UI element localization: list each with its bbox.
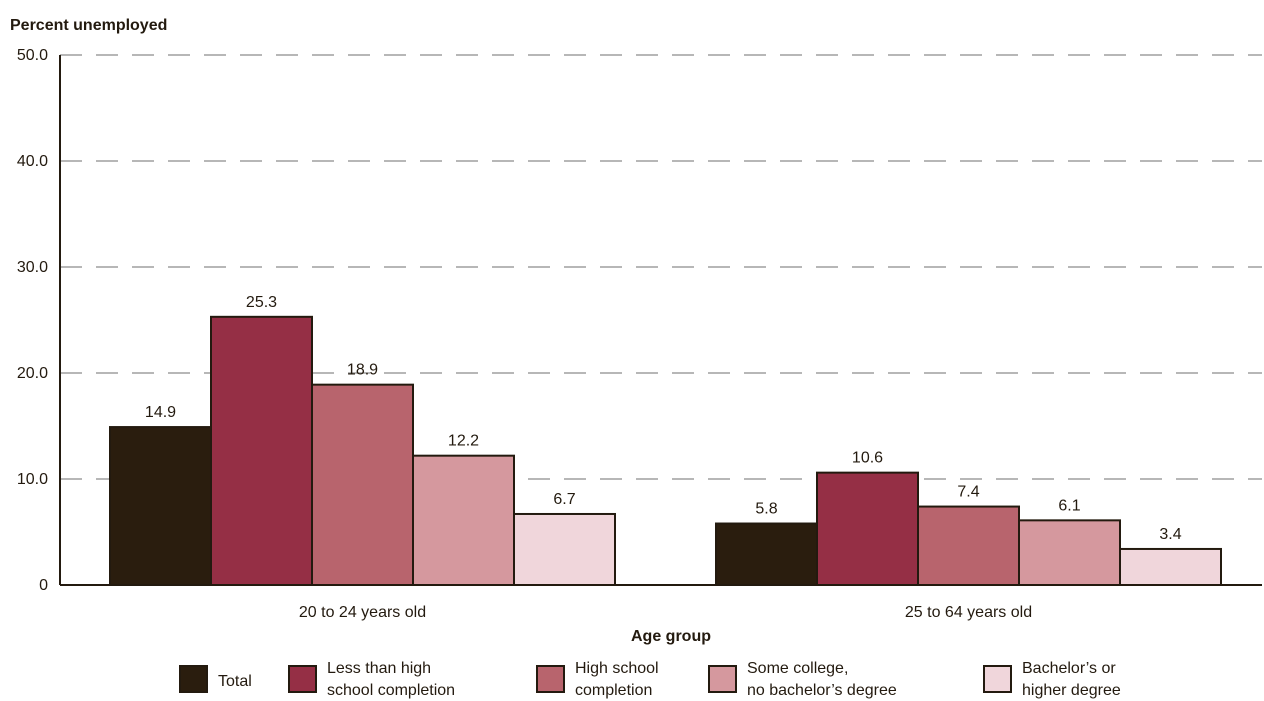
legend-label: higher degree: [1022, 682, 1121, 699]
bar: [816, 471, 919, 587]
data-label: 6.7: [553, 491, 575, 508]
data-label: 14.9: [145, 404, 176, 421]
x-axis-title: Age group: [631, 628, 711, 645]
legend-swatch: [179, 665, 208, 693]
y-tick-labels: 0 10.0 20.0 30.0 40.0 50.0: [17, 47, 48, 594]
data-label: 7.4: [957, 484, 979, 501]
bar: [109, 426, 212, 586]
bar: [513, 512, 616, 586]
legend-label: Some college,: [747, 660, 848, 677]
category-labels: 20 to 24 years old 25 to 64 years old: [299, 604, 1032, 621]
y-tick-label: 40.0: [17, 153, 48, 170]
category-label: 20 to 24 years old: [299, 604, 426, 621]
legend-label: school completion: [327, 682, 455, 699]
bar: [412, 454, 515, 586]
data-label: 3.4: [1159, 526, 1181, 543]
legend-label: no bachelor’s degree: [747, 682, 897, 699]
category-label: 25 to 64 years old: [905, 604, 1032, 621]
data-label: 25.3: [246, 294, 277, 311]
data-label: 18.9: [347, 362, 378, 379]
bar: [1018, 519, 1121, 587]
bar: [917, 505, 1020, 586]
data-label: 5.8: [755, 501, 777, 518]
data-label: 12.2: [448, 433, 479, 450]
data-label: 10.6: [852, 450, 883, 467]
legend-label: Less than high: [327, 660, 431, 677]
y-axis-title: Percent unemployed: [10, 17, 167, 34]
y-tick-label: 30.0: [17, 259, 48, 276]
bar: [715, 522, 818, 587]
legend-label: completion: [575, 682, 652, 699]
legend-swatch: [983, 665, 1012, 693]
data-label: 6.1: [1058, 497, 1080, 514]
y-tick-label: 50.0: [17, 47, 48, 64]
y-tick-label: 0: [39, 577, 48, 594]
y-tick-label: 20.0: [17, 365, 48, 382]
legend: Total Less than high school completion High…: [179, 660, 1121, 699]
legend-label: High school: [575, 660, 659, 677]
bars: 14.9 25.3 18.9 12.2 6.7 5.8 10.6 7.4 6.1 3.4: [109, 294, 1222, 587]
bar: [311, 383, 414, 586]
legend-label: Bachelor’s or: [1022, 660, 1116, 677]
legend-swatch: [708, 665, 737, 693]
bar: [210, 315, 313, 586]
y-tick-label: 10.0: [17, 471, 48, 488]
bar: [1119, 547, 1222, 587]
legend-swatch: [288, 665, 317, 693]
legend-label: Total: [218, 673, 252, 690]
legend-swatch: [536, 665, 565, 693]
